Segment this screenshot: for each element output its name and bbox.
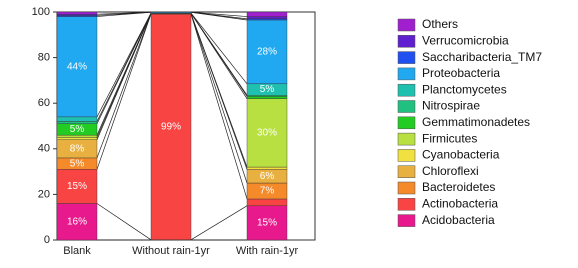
segment-label: 15%	[67, 181, 87, 192]
legend-swatch	[397, 116, 416, 130]
segment-label: 16%	[67, 216, 87, 227]
legend-label: Gemmatimonadetes	[422, 115, 530, 129]
legend-swatch	[397, 35, 416, 48]
connector	[96, 13, 152, 170]
bar-segment	[56, 137, 98, 140]
legend-swatch	[397, 198, 416, 211]
segment-label: 5%	[70, 158, 85, 169]
legend-swatch	[397, 132, 416, 146]
segment-label: 99%	[161, 122, 181, 133]
bar-segment	[56, 203, 98, 241]
legend-swatch	[397, 165, 416, 178]
connector	[190, 12, 248, 96]
legend-label: Nitrospirae	[422, 99, 480, 113]
legend-label: Verrucomicrobia	[422, 33, 509, 47]
y-tick-label: 80	[38, 52, 50, 64]
legend-label: Chloroflexi	[422, 164, 479, 178]
x-tick-label: With rain-1yr	[236, 245, 299, 257]
y-tick-label: 60	[38, 97, 50, 109]
legend-label: Planctomycetes	[422, 82, 507, 96]
legend-label: Actinobacteria	[422, 196, 498, 210]
y-tick-label: 40	[38, 143, 50, 155]
segment-label: 7%	[260, 186, 275, 197]
bar-segment	[246, 19, 288, 85]
legend-swatch	[397, 67, 416, 81]
bar-segment	[56, 116, 98, 122]
segment-label: 6%	[260, 171, 275, 182]
connector	[96, 12, 152, 118]
connector	[190, 13, 248, 184]
bar-segment	[56, 134, 98, 138]
legend-label: Saccharibacteria_TM7	[422, 50, 542, 64]
connector	[190, 11, 248, 17]
segment-label: 5%	[70, 124, 85, 135]
legend-label: Acidobacteria	[422, 213, 495, 227]
connector	[96, 12, 152, 136]
bar-segment	[246, 96, 288, 99]
connector	[190, 13, 248, 168]
legend-label: Others	[422, 17, 458, 31]
connector	[96, 13, 152, 159]
y-tick-label: 0	[44, 234, 50, 246]
connector	[96, 12, 152, 122]
segment-label: 15%	[257, 218, 277, 229]
y-tick-label: 20	[38, 188, 50, 200]
connector	[96, 203, 152, 241]
bar-segment	[246, 11, 288, 17]
segment-label: 5%	[260, 84, 275, 95]
bar-segment	[246, 198, 288, 207]
segment-label: 28%	[257, 47, 277, 58]
bar-segment	[246, 16, 288, 20]
legend-swatch	[397, 181, 416, 195]
bar-segment	[56, 16, 98, 118]
segment-label: 44%	[67, 61, 87, 72]
legend-label: Cyanobacteria	[422, 148, 500, 162]
y-tick-label: 100	[32, 6, 50, 18]
segment-label: 30%	[257, 127, 277, 138]
x-tick-label: Without rain-1yr	[132, 245, 210, 257]
connector	[190, 12, 248, 85]
legend-swatch	[397, 83, 416, 97]
legend-label: Firmicutes	[422, 131, 477, 145]
legend-swatch	[397, 18, 416, 32]
bar-segment	[246, 205, 288, 241]
legend-swatch	[397, 149, 416, 162]
connector	[190, 13, 248, 200]
connector	[96, 11, 152, 15]
connector	[190, 11, 248, 20]
legend-swatch	[397, 214, 416, 227]
segment-label: 8%	[70, 143, 85, 154]
connector	[190, 205, 248, 241]
bar-segment	[246, 98, 288, 168]
legend-swatch	[397, 51, 416, 64]
bar-segment	[150, 13, 192, 240]
legend-label: Proteobacteria	[422, 66, 500, 80]
x-tick-label: Blank	[63, 245, 91, 257]
legend-swatch	[397, 100, 416, 113]
bar-segment	[246, 166, 288, 170]
bar-segment	[56, 169, 98, 204]
bar-segment	[56, 121, 98, 124]
legend-label: Bacteroidetes	[422, 180, 495, 194]
bar-segment	[56, 11, 98, 15]
